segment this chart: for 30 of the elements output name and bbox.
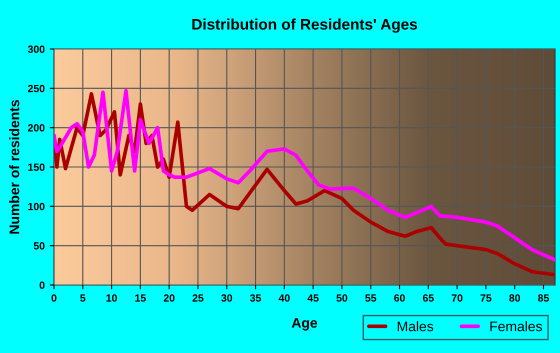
y-tick-label: 100 — [28, 202, 45, 210]
x-tick-label: 40 — [278, 294, 290, 302]
x-tick-label: 65 — [422, 294, 434, 302]
y-tick-label: 250 — [28, 84, 45, 92]
x-tick-label: 60 — [394, 294, 405, 302]
x-tick-label: 30 — [221, 294, 232, 302]
y-tick-label: 0 — [40, 282, 45, 289]
legend-label: Males — [398, 321, 434, 332]
x-tick-label: 0 — [52, 294, 56, 302]
x-tick-label: 45 — [308, 294, 319, 302]
x-tick-label: 25 — [192, 294, 204, 302]
x-tick-label: 70 — [452, 294, 462, 302]
legend-label: Females — [490, 321, 542, 332]
x-tick-label: 55 — [365, 294, 376, 302]
y-tick-label: 300 — [28, 46, 45, 53]
y-tick-label: 150 — [28, 164, 45, 171]
x-tick-label: 85 — [538, 294, 549, 302]
x-tick-label: 80 — [509, 294, 520, 302]
x-tick-label: 75 — [480, 294, 492, 302]
x-tick-label: 50 — [336, 294, 348, 302]
x-tick-label: 15 — [135, 294, 146, 302]
x-tick-label: 10 — [106, 294, 117, 302]
y-tick-label: 200 — [28, 124, 45, 132]
y-tick-label: 50 — [34, 242, 45, 250]
x-tick-label: 35 — [250, 294, 262, 302]
y-axis-title: Number of residents — [9, 100, 20, 234]
x-tick-label: 5 — [80, 294, 86, 302]
x-axis-title: Age — [292, 318, 318, 331]
x-tick-label: 20 — [164, 294, 175, 302]
chart-title: Distribution of Residents' Ages — [192, 18, 418, 33]
